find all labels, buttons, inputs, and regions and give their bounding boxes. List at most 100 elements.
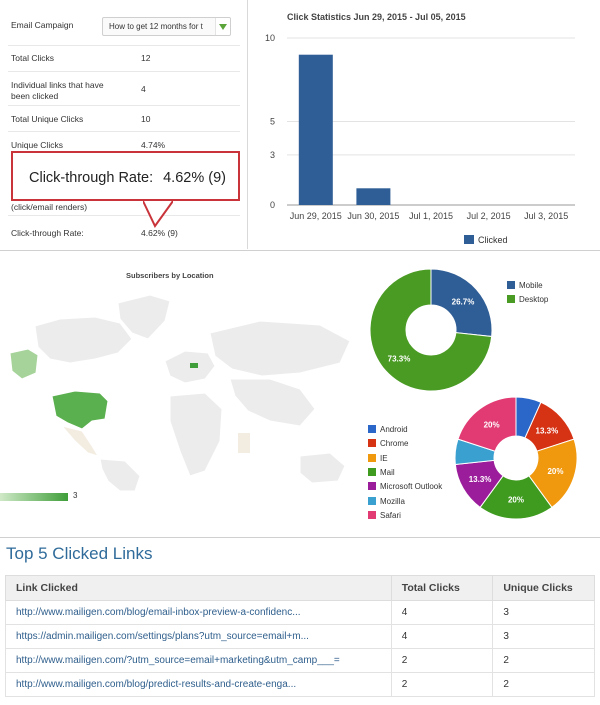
link-url[interactable]: http://www.mailigen.com/?utm_source=emai… [5, 648, 392, 673]
map-region-asia [229, 378, 316, 427]
bar[interactable] [298, 54, 333, 206]
map-region-south-america [99, 458, 141, 491]
stat-label: Total Clicks [11, 53, 54, 63]
unique-clicks-cell: 3 [492, 600, 595, 625]
legend-item-client: Android [368, 425, 408, 434]
legend-swatch [368, 425, 376, 433]
client-donut-chart: 13.3% 20% 20% 13.3% 20% [454, 396, 578, 520]
legend-label: IE [380, 453, 388, 463]
legend-label: Safari [380, 510, 401, 520]
donut-slice[interactable] [430, 268, 493, 338]
map-region-africa [169, 392, 223, 477]
map-region-usa [51, 390, 109, 430]
ctr-callout: Click-through Rate: 4.62% (9) [11, 151, 240, 201]
legend-item-client: Mail [368, 467, 395, 477]
world-map [9, 294, 351, 491]
callout-label: Click-through Rate: [29, 170, 154, 186]
slice-label: 20% [508, 496, 524, 505]
legend-label: Desktop [519, 295, 549, 304]
chevron-down-icon[interactable] [215, 18, 230, 35]
column-header-unique: Unique Clicks [492, 575, 595, 601]
legend-item-client: Microsoft Outlook [368, 482, 442, 491]
legend-label: Android [380, 425, 408, 434]
legend-swatch [368, 439, 376, 448]
legend-swatch [368, 496, 376, 505]
legend-item-mobile: Mobile [507, 281, 543, 290]
slice-label: 73.3% [388, 355, 411, 364]
bar[interactable] [356, 188, 391, 205]
legend-swatch [368, 482, 376, 491]
map-region-latvia [190, 363, 198, 368]
link-url[interactable]: http://www.mailigen.com/blog/predict-res… [5, 672, 392, 697]
x-tick-label: Jun 30, 2015 [347, 211, 399, 221]
table-row: http://www.mailigen.com/?utm_source=emai… [5, 648, 595, 673]
links-section-title: Top 5 Clicked Links [6, 544, 153, 563]
legend-item-client: IE [368, 453, 388, 463]
links-table: Link Clicked Total Clicks Unique Clicks … [5, 575, 595, 697]
stat-row-total-unique-clicks: Total Unique Clicks 10 [8, 106, 240, 132]
stat-label: Total Unique Clicks [11, 114, 84, 124]
table-row: http://www.mailigen.com/blog/predict-res… [5, 672, 595, 697]
legend-label: Chrome [380, 439, 409, 449]
column-header-total: Total Clicks [390, 575, 494, 601]
legend-label: Microsoft Outlook [380, 482, 443, 492]
campaign-select[interactable]: How to get 12 months for t [102, 17, 231, 36]
stat-row-ctr: Click-through Rate: 4.62% (9) [8, 220, 240, 244]
stat-value: 4.62% (9) [141, 228, 178, 238]
table-row: https://admin.mailigen.com/settings/plan… [5, 624, 595, 649]
x-tick-label: Jul 3, 2015 [524, 211, 568, 221]
x-tick-label: Jul 1, 2015 [409, 211, 453, 221]
legend-label: Mail [380, 467, 395, 477]
stat-value: 4 [141, 84, 146, 94]
location-device-panel: Subscribers by Location 3 26.7% 73.3% Mob… [0, 250, 600, 538]
legend-swatch [368, 467, 376, 476]
unique-clicks-cell: 2 [492, 672, 595, 697]
slice-label: 13.3% [536, 426, 559, 435]
table-header-row: Link Clicked Total Clicks Unique Clicks [5, 575, 595, 601]
map-title: Subscribers by Location [126, 271, 214, 280]
stat-label: Click-through Rate: [11, 228, 84, 238]
legend-swatch-clicked [464, 235, 474, 244]
callout-value: 4.62% (9) [163, 170, 226, 186]
campaign-row: Email Campaign [8, 8, 240, 46]
link-url[interactable]: http://www.mailigen.com/blog/email-inbox… [5, 600, 392, 625]
campaign-label: Email Campaign [11, 20, 74, 30]
donut-slice[interactable] [369, 268, 493, 392]
stat-value: 4.74% [141, 140, 166, 150]
y-tick-label: 10 [265, 33, 275, 43]
legend-item-client: Safari [368, 510, 401, 520]
legend-label-clicked: Clicked [478, 235, 508, 245]
legend-item-client: Chrome [368, 439, 408, 448]
slice-label: 20% [547, 467, 563, 476]
x-tick-label: Jul 2, 2015 [467, 211, 511, 221]
stat-row-total-clicks: Total Clicks 12 [8, 46, 240, 72]
legend-label: Mozilla [380, 496, 405, 506]
callout-pointer [143, 200, 173, 228]
legend-swatch [507, 281, 515, 289]
stats-panel: Email Campaign How to get 12 months for … [0, 0, 248, 249]
donut-slice[interactable] [457, 396, 517, 452]
map-region-australia [299, 452, 346, 484]
click-statistics-chart: Click Statistics Jun 29, 2015 - Jul 05, … [265, 12, 575, 245]
stat-label: Unique Clicks [11, 140, 63, 150]
slice-label: 13.3% [469, 475, 492, 484]
map-scale-bar [0, 493, 68, 501]
link-url[interactable]: https://admin.mailigen.com/settings/plan… [5, 624, 392, 649]
total-clicks-cell: 4 [390, 624, 494, 649]
stat-label: Individual links that have been clicked [11, 80, 104, 101]
stat-value: 12 [141, 53, 151, 63]
map-region-greenland [117, 294, 171, 340]
map-region-canada [34, 316, 133, 364]
map-region-india [238, 433, 250, 453]
map-region-mexico [60, 425, 100, 457]
slice-label: 26.7% [452, 297, 475, 306]
stat-label-sub: (click/email renders) [11, 202, 88, 212]
column-header-link: Link Clicked [5, 575, 392, 601]
map-region-alaska [9, 348, 39, 380]
total-clicks-cell: 2 [390, 648, 494, 673]
chart-title: Click Statistics Jun 29, 2015 - Jul 05, … [287, 12, 466, 22]
legend-label: Mobile [519, 281, 543, 290]
legend-swatch [368, 453, 376, 462]
slice-label: 20% [484, 420, 500, 429]
map-scale-max: 3 [73, 491, 78, 500]
